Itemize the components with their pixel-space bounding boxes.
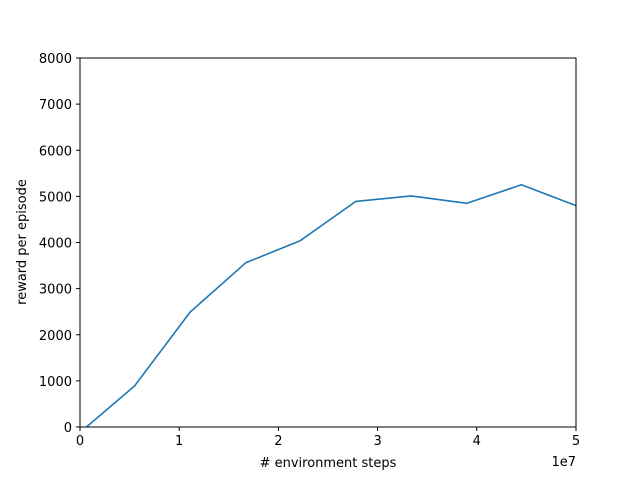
y-tick-label: 6000 — [39, 144, 72, 159]
x-tick-label: 1 — [175, 434, 183, 449]
y-tick-label: 0 — [64, 421, 72, 436]
x-tick-label: 2 — [274, 434, 282, 449]
plot-area — [80, 58, 576, 427]
y-tick-label: 1000 — [39, 375, 72, 390]
x-axis-label: # environment steps — [260, 456, 397, 471]
y-tick-label: 5000 — [39, 190, 72, 205]
y-tick-label: 7000 — [39, 98, 72, 113]
y-tick-label: 2000 — [39, 329, 72, 344]
x-axis: 0 1 2 3 4 5 — [76, 427, 580, 449]
series-line — [85, 184, 576, 427]
y-axis: 0 1000 2000 3000 4000 5000 6000 7000 8000 — [39, 52, 80, 436]
x-tick-label: 3 — [373, 434, 381, 449]
y-tick-label: 8000 — [39, 52, 72, 67]
x-tick-label: 0 — [76, 434, 84, 449]
y-tick-label: 3000 — [39, 283, 72, 298]
x-offset-label: 1e7 — [551, 455, 576, 470]
x-tick-label: 5 — [572, 434, 580, 449]
series-layer — [85, 184, 576, 427]
y-tick-label: 4000 — [39, 237, 72, 252]
x-tick-label: 4 — [473, 434, 481, 449]
y-axis-label: reward per episode — [15, 179, 30, 305]
